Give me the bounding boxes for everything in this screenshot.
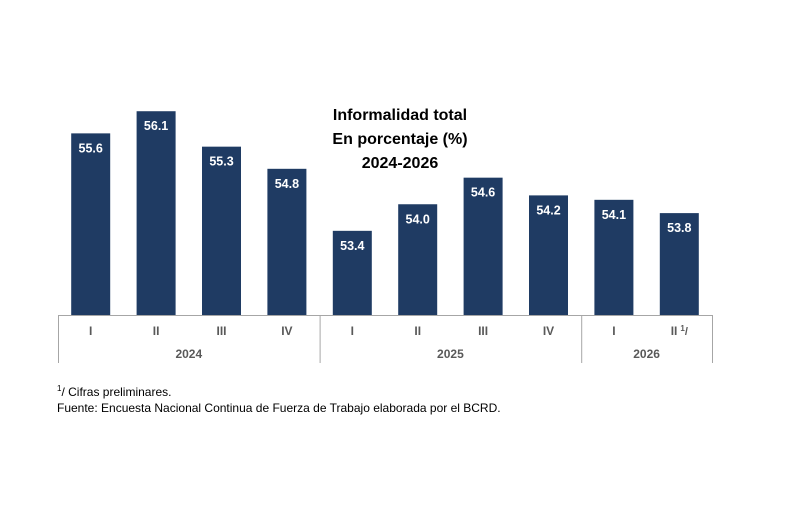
bar-1 bbox=[71, 133, 111, 315]
group-label-2025: 2025 bbox=[437, 347, 464, 361]
group-label-2024: 2024 bbox=[175, 347, 202, 361]
data-label-5: 53.4 bbox=[340, 239, 364, 253]
bar-6 bbox=[398, 204, 438, 315]
chart-notes: 1/ Cifras preliminares. Fuente: Encuesta… bbox=[57, 384, 501, 416]
bar-8 bbox=[529, 195, 568, 315]
group-label-2026: 2026 bbox=[633, 347, 660, 361]
tick-label-8: IV bbox=[543, 324, 554, 338]
footnote-mark: 1 bbox=[57, 384, 62, 393]
data-label-10: 53.8 bbox=[667, 221, 691, 235]
data-label-4: 54.8 bbox=[275, 177, 299, 191]
bar-3 bbox=[202, 146, 241, 315]
footnote-text: / Cifras preliminares. bbox=[61, 385, 172, 399]
tick-label-10: II 1/ bbox=[671, 324, 688, 338]
chart-title-block: Informalidad total En porcentaje (%) 202… bbox=[0, 104, 800, 176]
tick-label-1: I bbox=[89, 324, 92, 338]
tick-label-4: IV bbox=[281, 324, 292, 338]
data-label-8: 54.2 bbox=[536, 203, 560, 217]
axis-layer: I II III IV I II III IV I II 1/2024 2025 2026 bbox=[58, 315, 713, 363]
data-label-7: 54.6 bbox=[471, 186, 495, 200]
chart-period: 2024-2026 bbox=[361, 155, 439, 172]
bar-10 bbox=[659, 213, 699, 315]
data-label-1: 55.6 bbox=[79, 141, 103, 155]
bar-2 bbox=[136, 111, 176, 315]
chart-subtitle: En porcentaje (%) bbox=[332, 131, 468, 148]
tick-label-5: I bbox=[351, 324, 354, 338]
tick-label-2: II bbox=[153, 324, 160, 338]
data-label-6: 54.0 bbox=[406, 212, 430, 226]
tick-label-9: I bbox=[612, 324, 615, 338]
data-label-9: 54.1 bbox=[602, 208, 626, 222]
tick-mark-10: 1 bbox=[680, 324, 685, 333]
bar-9 bbox=[594, 199, 634, 315]
footnote: 1/ Cifras preliminares. bbox=[57, 384, 501, 400]
bar-7 bbox=[463, 177, 503, 315]
bar-5 bbox=[332, 230, 372, 315]
tick-label-3: III bbox=[216, 324, 226, 338]
chart-title: Informalidad total bbox=[332, 107, 468, 124]
source-note: Fuente: Encuesta Nacional Continua de Fu… bbox=[57, 401, 501, 415]
data-label-2: 56.1 bbox=[144, 119, 168, 133]
bars-layer: 55.6 56.1 55.3 54.8 53.4 54.0 54.6 54.2 54.1 53.8 bbox=[71, 111, 699, 315]
data-label-3: 55.3 bbox=[209, 155, 233, 169]
tick-mark-slash-10: / bbox=[685, 326, 688, 338]
tick-label-6: II bbox=[414, 324, 421, 338]
tick-label-7: III bbox=[478, 324, 488, 338]
bar-4 bbox=[267, 168, 307, 315]
